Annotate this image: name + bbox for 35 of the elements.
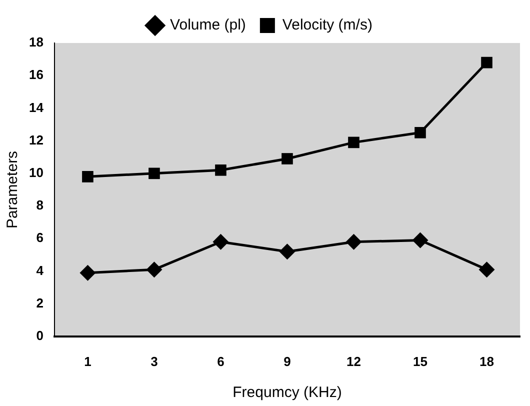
point (348, 136, 360, 148)
x-tick-label: 6 (217, 354, 224, 369)
y-tick-label: 16 (28, 67, 44, 82)
x-tick-label: 9 (284, 354, 291, 369)
x-tick-label: 12 (346, 354, 361, 369)
point (82, 171, 94, 182)
point (212, 234, 229, 250)
y-tick-label: 18 (28, 34, 44, 50)
y-tick-label: 12 (28, 132, 44, 148)
point (481, 56, 492, 68)
y-tick-label: 10 (28, 164, 44, 180)
point (80, 264, 96, 281)
legend-label: Volume (pl) (170, 16, 246, 34)
point (346, 234, 362, 250)
point (148, 168, 160, 180)
point (146, 262, 162, 278)
legend-label: Velocity (m/s) (282, 16, 372, 34)
y-tick-label: 14 (28, 100, 44, 115)
x-tick-label: 15 (413, 354, 428, 369)
point (279, 244, 296, 260)
point (412, 232, 428, 248)
y-tick-label: 6 (36, 230, 44, 246)
x-tick-label: 1 (84, 354, 92, 369)
y-axis-title: Parameters (4, 150, 22, 228)
point (215, 164, 226, 176)
y-tick-label: 8 (36, 198, 44, 213)
x-axis-title: Frequmcy (KHz) (232, 384, 342, 402)
point (282, 153, 293, 164)
y-tick-label: 2 (36, 295, 44, 310)
point (478, 262, 495, 278)
point (414, 126, 426, 138)
y-tick-label: 0 (36, 328, 44, 343)
x-tick-label: 3 (150, 354, 158, 369)
x-tick-label: 18 (480, 354, 494, 369)
y-tick-label: 4 (36, 262, 44, 278)
